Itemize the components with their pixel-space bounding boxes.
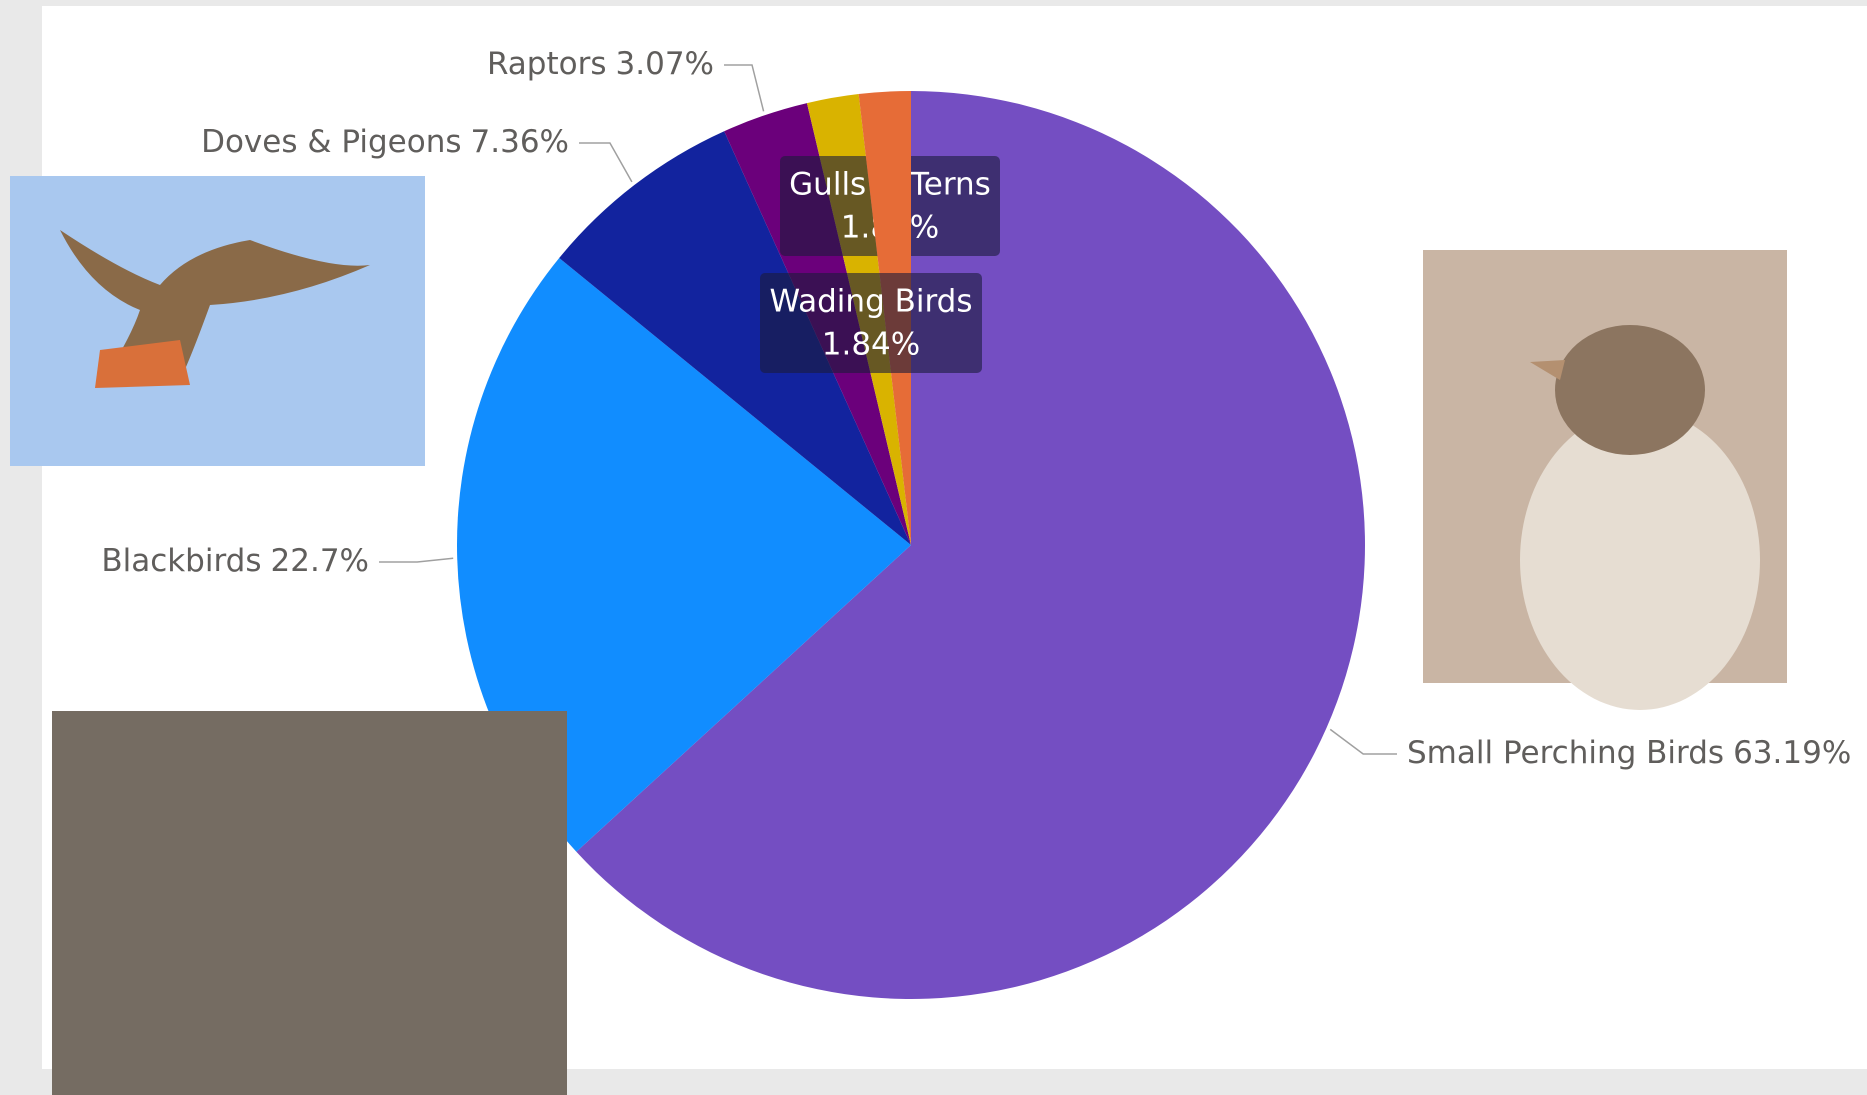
photo-kestrel (10, 176, 425, 466)
leader-line (1329, 728, 1397, 755)
label-value: 3.07% (616, 46, 714, 82)
pie-slice (559, 131, 911, 546)
leader-line (379, 557, 454, 563)
photo-sparrow (1423, 250, 1787, 710)
label-value: 63.19% (1733, 735, 1851, 771)
pie-slice (576, 91, 1365, 999)
photo-flock (52, 711, 567, 1095)
label-category: Doves & Pigeons (201, 124, 461, 160)
label-category: Small Perching Birds (1407, 735, 1724, 771)
data-label: Doves & Pigeons 7.36% (201, 124, 569, 160)
label-box (760, 273, 982, 373)
pie: Small Perching Birds 63.19% Blackbirds 22.7… (101, 46, 1851, 999)
data-label-category: Wading Birds (769, 284, 972, 320)
data-label-value: 1.84% (822, 327, 920, 363)
pie-slice (457, 258, 911, 852)
label-value: 22.7% (271, 543, 369, 579)
leader-line (724, 64, 765, 112)
label-category: Raptors (487, 46, 607, 82)
leader-line (579, 142, 633, 183)
data-label: Small Perching Birds 63.19% (1407, 735, 1851, 771)
data-label: Blackbirds 22.7% (101, 543, 369, 579)
label-value: 7.36% (471, 124, 569, 160)
data-label: Raptors 3.07% (487, 46, 714, 82)
label-category: Blackbirds (101, 543, 261, 579)
